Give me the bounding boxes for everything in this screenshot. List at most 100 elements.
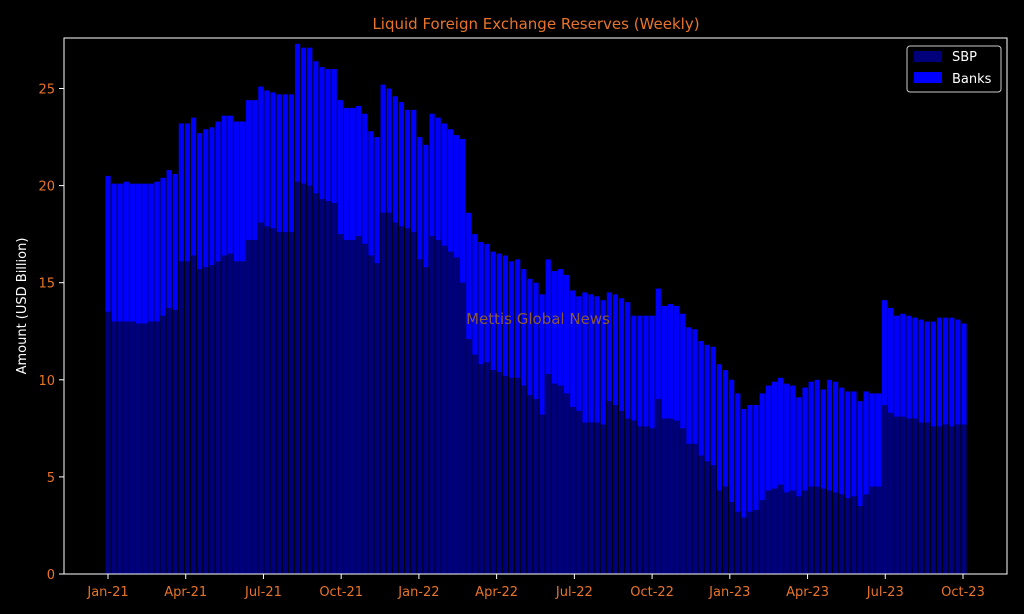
bar-banks [148, 183, 154, 322]
bar-sbp [753, 509, 759, 574]
bar-banks [368, 131, 374, 256]
bar-sbp [129, 321, 136, 574]
bar-banks [386, 88, 392, 213]
bar-banks [405, 109, 411, 229]
bar-banks [362, 113, 368, 244]
bar-sbp [209, 265, 215, 574]
legend-label-banks: Banks [952, 72, 992, 87]
bar-sbp [930, 426, 937, 574]
bar-banks [612, 294, 619, 406]
bar-banks [582, 292, 588, 423]
bar-banks [741, 408, 747, 518]
bar-sbp [337, 234, 343, 574]
bar-sbp [759, 500, 765, 574]
bar-sbp [288, 232, 295, 574]
bar-banks [313, 61, 319, 194]
bar-banks [325, 69, 331, 202]
bar-sbp [845, 498, 851, 574]
bar-sbp [533, 399, 539, 574]
bar-banks [264, 90, 270, 227]
bar-sbp [784, 492, 790, 574]
bar-sbp [808, 486, 814, 574]
bar-sbp [392, 222, 398, 575]
bar-sbp [680, 428, 686, 574]
bar-banks [496, 253, 502, 373]
bar-banks [276, 94, 282, 233]
bar-sbp [955, 424, 961, 574]
bar-sbp [698, 455, 704, 574]
bar-banks [686, 327, 692, 444]
bar-sbp [716, 490, 723, 574]
bar-sbp [221, 255, 227, 574]
bar-banks [460, 138, 466, 283]
bar-sbp [270, 228, 276, 574]
bar-banks [453, 135, 460, 258]
bar-sbp [374, 263, 380, 574]
bar-sbp [869, 486, 875, 574]
bar-sbp [368, 255, 374, 574]
bar-banks [215, 121, 221, 262]
y-tick-label: 0 [47, 568, 55, 583]
bar-banks [631, 315, 637, 421]
x-tick-label: Oct-23 [941, 585, 985, 600]
bar-banks [246, 100, 252, 240]
bar-banks [833, 381, 839, 493]
bar-banks [374, 137, 380, 264]
x-tick-label: Apr-23 [786, 585, 829, 600]
bar-banks [533, 282, 539, 400]
x-tick-label: Jul-21 [244, 585, 282, 600]
bar-sbp [276, 232, 282, 574]
bar-banks [343, 107, 350, 240]
bar-banks [796, 397, 802, 497]
bar-sbp [246, 239, 252, 574]
bar-banks [105, 175, 111, 312]
bar-banks [667, 304, 674, 419]
bar-banks [851, 391, 857, 497]
bar-banks [288, 94, 295, 233]
bar-sbp [356, 236, 362, 574]
bar-banks [172, 173, 178, 310]
bar-banks [160, 177, 166, 316]
bar-banks [619, 298, 625, 411]
bar-banks [710, 346, 716, 466]
bar-banks [961, 323, 967, 425]
bar-banks [771, 381, 778, 489]
bar-sbp [802, 490, 808, 574]
bar-banks [441, 123, 447, 246]
bar-banks [924, 321, 930, 423]
bar-sbp [325, 201, 331, 574]
bar-banks [515, 259, 521, 378]
y-axis: 0 5 10 15 20 25 [38, 82, 64, 583]
bar-sbp [790, 490, 796, 574]
bar-banks [423, 144, 429, 268]
bar-sbp [588, 422, 594, 574]
bar-banks [557, 269, 564, 386]
bar-banks [826, 379, 833, 491]
y-axis-label: Amount (USD Billion) [15, 238, 30, 375]
bar-sbp [722, 486, 729, 574]
bar-sbp [826, 490, 833, 574]
bar-banks [490, 251, 496, 371]
bar-banks [943, 317, 949, 425]
bar-banks [869, 393, 875, 487]
bar-banks [906, 315, 912, 419]
bar-banks [777, 377, 784, 485]
bar-sbp [863, 494, 869, 574]
bar-banks [209, 127, 215, 266]
bar-banks [447, 129, 453, 252]
bar-banks [239, 121, 246, 262]
bar-banks [270, 92, 276, 229]
bar-sbp [600, 424, 606, 574]
bar-banks [203, 129, 209, 268]
bar-sbp [637, 426, 643, 574]
bar-banks [912, 317, 918, 419]
legend-swatch-sbp [914, 51, 942, 62]
bar-sbp [447, 251, 453, 574]
bar-sbp [172, 309, 178, 574]
bar-sbp [936, 426, 943, 574]
bar-sbp [527, 395, 533, 574]
bar-banks [655, 288, 661, 400]
bar-sbp [319, 199, 325, 574]
bar-sbp [918, 422, 924, 574]
bar-sbp [820, 488, 826, 574]
